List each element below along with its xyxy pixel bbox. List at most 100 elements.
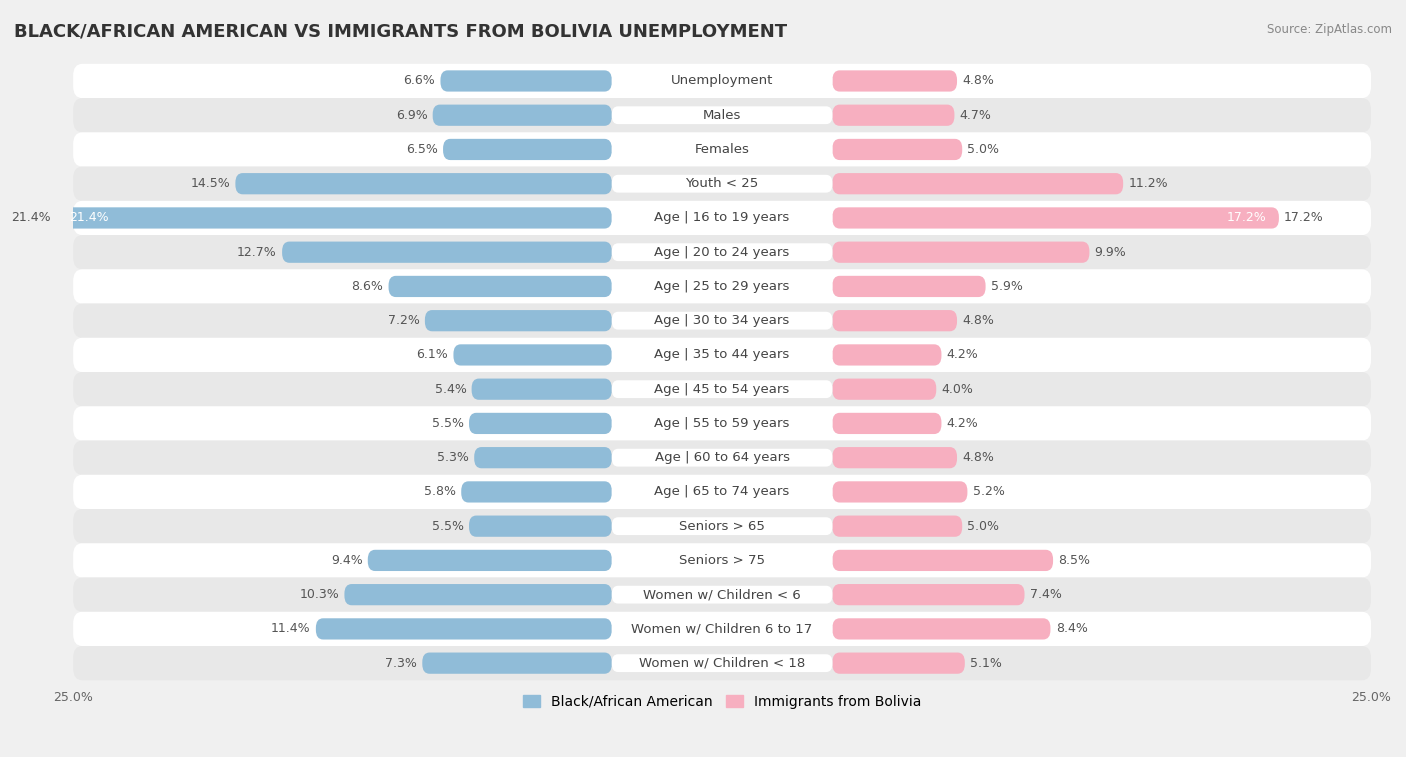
FancyBboxPatch shape xyxy=(73,441,1371,475)
Text: 8.6%: 8.6% xyxy=(352,280,384,293)
Text: 6.1%: 6.1% xyxy=(416,348,449,361)
Text: 5.3%: 5.3% xyxy=(437,451,470,464)
Text: 14.5%: 14.5% xyxy=(190,177,231,190)
FancyBboxPatch shape xyxy=(73,132,1371,167)
FancyBboxPatch shape xyxy=(422,653,612,674)
Text: 7.2%: 7.2% xyxy=(388,314,420,327)
Text: Age | 60 to 64 years: Age | 60 to 64 years xyxy=(655,451,790,464)
Text: 7.3%: 7.3% xyxy=(385,656,418,670)
FancyBboxPatch shape xyxy=(612,415,832,432)
Text: Women w/ Children 6 to 17: Women w/ Children 6 to 17 xyxy=(631,622,813,635)
FancyBboxPatch shape xyxy=(433,104,612,126)
FancyBboxPatch shape xyxy=(474,447,612,469)
Text: 6.5%: 6.5% xyxy=(406,143,437,156)
Text: 4.7%: 4.7% xyxy=(960,109,991,122)
Text: 5.9%: 5.9% xyxy=(991,280,1022,293)
FancyBboxPatch shape xyxy=(832,516,962,537)
FancyBboxPatch shape xyxy=(612,552,832,569)
FancyBboxPatch shape xyxy=(612,380,832,398)
Text: Age | 16 to 19 years: Age | 16 to 19 years xyxy=(654,211,790,224)
Text: 5.0%: 5.0% xyxy=(967,519,1000,533)
Text: Age | 25 to 29 years: Age | 25 to 29 years xyxy=(654,280,790,293)
Text: 4.2%: 4.2% xyxy=(946,417,979,430)
FancyBboxPatch shape xyxy=(612,449,832,466)
FancyBboxPatch shape xyxy=(73,98,1371,132)
FancyBboxPatch shape xyxy=(832,139,962,160)
Text: 6.6%: 6.6% xyxy=(404,74,436,88)
Text: 4.8%: 4.8% xyxy=(962,74,994,88)
FancyBboxPatch shape xyxy=(612,312,832,329)
Text: Females: Females xyxy=(695,143,749,156)
Text: 5.5%: 5.5% xyxy=(432,519,464,533)
Text: 5.2%: 5.2% xyxy=(973,485,1004,498)
Text: 8.5%: 8.5% xyxy=(1059,554,1090,567)
Text: 4.0%: 4.0% xyxy=(942,383,973,396)
FancyBboxPatch shape xyxy=(471,378,612,400)
FancyBboxPatch shape xyxy=(73,544,1371,578)
FancyBboxPatch shape xyxy=(612,106,832,124)
Text: 5.1%: 5.1% xyxy=(970,656,1002,670)
FancyBboxPatch shape xyxy=(612,278,832,295)
FancyBboxPatch shape xyxy=(612,209,832,227)
Text: 12.7%: 12.7% xyxy=(238,246,277,259)
FancyBboxPatch shape xyxy=(832,481,967,503)
Text: Unemployment: Unemployment xyxy=(671,74,773,88)
FancyBboxPatch shape xyxy=(612,72,832,90)
FancyBboxPatch shape xyxy=(316,618,612,640)
Text: 11.4%: 11.4% xyxy=(271,622,311,635)
FancyBboxPatch shape xyxy=(73,578,1371,612)
FancyBboxPatch shape xyxy=(612,620,832,638)
FancyBboxPatch shape xyxy=(832,207,1279,229)
FancyBboxPatch shape xyxy=(73,269,1371,304)
FancyBboxPatch shape xyxy=(832,104,955,126)
FancyBboxPatch shape xyxy=(73,509,1371,544)
FancyBboxPatch shape xyxy=(73,612,1371,646)
FancyBboxPatch shape xyxy=(832,70,957,92)
Legend: Black/African American, Immigrants from Bolivia: Black/African American, Immigrants from … xyxy=(517,689,927,714)
FancyBboxPatch shape xyxy=(612,243,832,261)
FancyBboxPatch shape xyxy=(461,481,612,503)
Text: 9.9%: 9.9% xyxy=(1095,246,1126,259)
Text: 5.0%: 5.0% xyxy=(967,143,1000,156)
FancyBboxPatch shape xyxy=(832,447,957,469)
FancyBboxPatch shape xyxy=(832,378,936,400)
Text: 8.4%: 8.4% xyxy=(1056,622,1088,635)
FancyBboxPatch shape xyxy=(832,241,1090,263)
Text: 6.9%: 6.9% xyxy=(395,109,427,122)
FancyBboxPatch shape xyxy=(73,407,1371,441)
FancyBboxPatch shape xyxy=(832,653,965,674)
FancyBboxPatch shape xyxy=(368,550,612,571)
FancyBboxPatch shape xyxy=(56,207,612,229)
FancyBboxPatch shape xyxy=(612,654,832,672)
FancyBboxPatch shape xyxy=(612,175,832,192)
Text: Women w/ Children < 6: Women w/ Children < 6 xyxy=(643,588,801,601)
Text: 21.4%: 21.4% xyxy=(11,211,51,224)
FancyBboxPatch shape xyxy=(832,310,957,332)
Text: 10.3%: 10.3% xyxy=(299,588,339,601)
FancyBboxPatch shape xyxy=(73,646,1371,681)
Text: Males: Males xyxy=(703,109,741,122)
FancyBboxPatch shape xyxy=(73,338,1371,372)
FancyBboxPatch shape xyxy=(73,372,1371,407)
Text: 9.4%: 9.4% xyxy=(330,554,363,567)
FancyBboxPatch shape xyxy=(832,413,942,434)
FancyBboxPatch shape xyxy=(832,276,986,297)
FancyBboxPatch shape xyxy=(832,618,1050,640)
Text: Seniors > 65: Seniors > 65 xyxy=(679,519,765,533)
Text: Age | 45 to 54 years: Age | 45 to 54 years xyxy=(654,383,790,396)
FancyBboxPatch shape xyxy=(443,139,612,160)
Text: Age | 30 to 34 years: Age | 30 to 34 years xyxy=(654,314,790,327)
Text: 4.8%: 4.8% xyxy=(962,314,994,327)
Text: Age | 35 to 44 years: Age | 35 to 44 years xyxy=(654,348,790,361)
FancyBboxPatch shape xyxy=(832,173,1123,195)
Text: 5.8%: 5.8% xyxy=(425,485,456,498)
FancyBboxPatch shape xyxy=(454,344,612,366)
Text: Age | 55 to 59 years: Age | 55 to 59 years xyxy=(654,417,790,430)
FancyBboxPatch shape xyxy=(283,241,612,263)
FancyBboxPatch shape xyxy=(832,584,1025,606)
Text: Age | 65 to 74 years: Age | 65 to 74 years xyxy=(654,485,790,498)
Text: 5.5%: 5.5% xyxy=(432,417,464,430)
Text: BLACK/AFRICAN AMERICAN VS IMMIGRANTS FROM BOLIVIA UNEMPLOYMENT: BLACK/AFRICAN AMERICAN VS IMMIGRANTS FRO… xyxy=(14,23,787,41)
Text: 21.4%: 21.4% xyxy=(69,211,108,224)
FancyBboxPatch shape xyxy=(612,517,832,535)
